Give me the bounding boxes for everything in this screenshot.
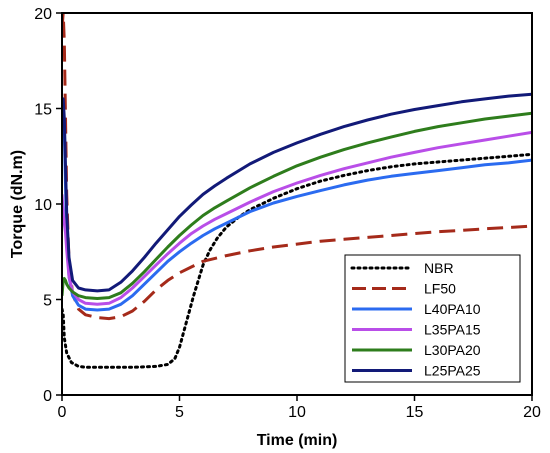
legend-box [344, 254, 521, 383]
series-line-l25pa25 [62, 92, 532, 293]
legend-label-l40pa10: L40PA10 [424, 301, 481, 317]
x-tick-label: 5 [175, 404, 184, 421]
legend-label-l25pa25: L25PA25 [424, 363, 481, 379]
series-line-nbr [62, 152, 532, 369]
y-tick-label: 15 [34, 102, 52, 119]
x-tick-label: 20 [523, 404, 541, 421]
axis-ticks: 0 5 10 15 20 0 5 10 15 20 [34, 6, 541, 421]
legend-label-nbr: NBR [424, 260, 454, 276]
series-line-l30pa20 [62, 111, 532, 300]
series-layer [62, 13, 532, 369]
x-tick-label: 10 [288, 404, 306, 421]
x-tick-label: 0 [58, 404, 67, 421]
y-tick-label: 20 [34, 6, 52, 23]
y-tick-label: 10 [34, 197, 52, 214]
y-tick-label: 5 [43, 293, 52, 310]
series-line-l35pa15 [62, 130, 532, 306]
legend-label-l35pa15: L35PA15 [424, 322, 481, 338]
legend: NBR LF50 L40PA10 L35PA15 L30PA20 L25PA25 [344, 254, 521, 383]
x-tick-label: 15 [406, 404, 424, 421]
legend-label-lf50: LF50 [424, 281, 456, 297]
legend-label-l30pa20: L30PA20 [424, 342, 481, 358]
y-axis-title: Torque (dN.m) [9, 150, 26, 258]
y-tick-label: 0 [43, 388, 52, 405]
x-axis-title: Time (min) [257, 432, 338, 449]
